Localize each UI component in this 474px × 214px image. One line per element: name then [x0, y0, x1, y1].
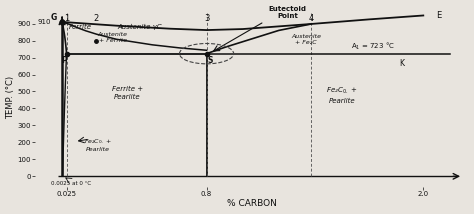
X-axis label: % CARBON: % CARBON	[227, 199, 277, 208]
Text: 2: 2	[94, 14, 99, 23]
Text: Austenite
+ Ferrite: Austenite + Ferrite	[98, 32, 128, 43]
Text: Ferrite +
Pearlite: Ferrite + Pearlite	[111, 86, 143, 100]
Text: 3: 3	[204, 14, 209, 23]
Text: Ferrite: Ferrite	[69, 24, 91, 30]
Text: Fe₂C$_{0.}$ +
Pearlite: Fe₂C$_{0.}$ + Pearlite	[84, 137, 112, 153]
Text: A$_1$ = 723 °C: A$_1$ = 723 °C	[351, 41, 395, 52]
Text: G: G	[50, 13, 57, 22]
Text: 910: 910	[38, 19, 51, 25]
Text: 4: 4	[309, 14, 314, 23]
Y-axis label: TEMP. (°C): TEMP. (°C)	[6, 76, 15, 119]
Text: Eutectoid
Point: Eutectoid Point	[269, 6, 307, 19]
Text: 0.0025 at 0 °C: 0.0025 at 0 °C	[51, 181, 91, 186]
Text: Austenite
+ Fe₂C: Austenite + Fe₂C	[291, 34, 321, 45]
Text: 1: 1	[64, 14, 69, 23]
Text: K: K	[399, 59, 404, 68]
Text: Austenite γC: Austenite γC	[118, 24, 162, 30]
Text: Fe₂C$_{0.}$ +
Pearlite: Fe₂C$_{0.}$ + Pearlite	[327, 86, 358, 104]
Text: S: S	[208, 56, 213, 65]
Text: P: P	[62, 56, 67, 65]
Text: E: E	[436, 11, 441, 20]
